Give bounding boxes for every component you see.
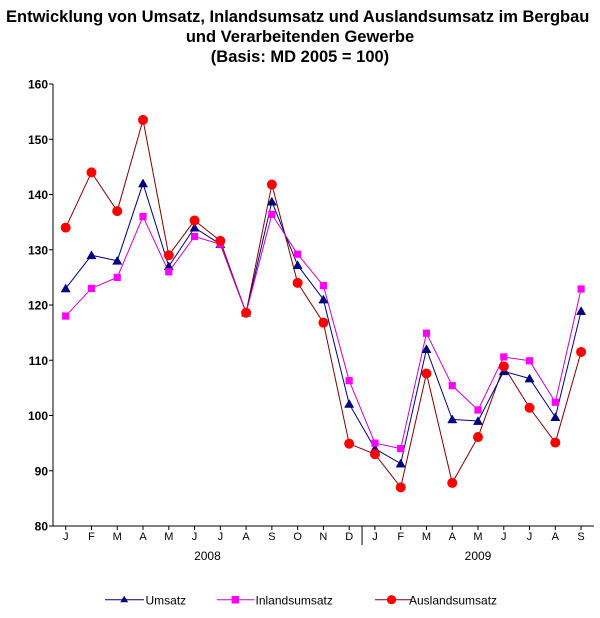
svg-text:J: J [192,531,198,543]
svg-text:M: M [473,531,482,543]
svg-text:O: O [293,531,302,543]
svg-text:130: 130 [28,243,48,257]
svg-text:und Verarbeitenden Gewerbe: und Verarbeitenden Gewerbe [186,28,414,46]
svg-text:Umsatz: Umsatz [146,594,187,608]
svg-text:140: 140 [28,188,48,202]
svg-text:Inlandsumsatz: Inlandsumsatz [256,594,333,608]
svg-text:M: M [113,531,122,543]
svg-text:D: D [345,531,353,543]
svg-text:M: M [164,531,173,543]
svg-text:A: A [139,531,147,543]
svg-text:M: M [422,531,431,543]
svg-text:110: 110 [29,354,49,368]
svg-text:(Basis: MD 2005 = 100): (Basis: MD 2005 = 100) [211,48,389,66]
svg-text:J: J [501,531,507,543]
svg-text:S: S [577,531,584,543]
svg-text:J: J [218,531,224,543]
svg-text:A: A [242,531,250,543]
svg-text:2008: 2008 [194,549,221,563]
svg-text:J: J [372,531,378,543]
svg-text:120: 120 [28,299,48,313]
svg-text:F: F [88,531,95,543]
svg-text:A: A [449,531,457,543]
svg-text:J: J [63,531,69,543]
svg-text:Entwicklung von Umsatz, Inland: Entwicklung von Umsatz, Inlandsumsatz un… [6,8,589,26]
svg-text:F: F [397,531,404,543]
svg-text:2009: 2009 [465,549,492,563]
svg-text:Auslandsumsatz: Auslandsumsatz [409,594,497,608]
svg-text:J: J [527,531,533,543]
svg-text:150: 150 [28,133,48,147]
svg-text:100: 100 [28,409,48,423]
svg-text:160: 160 [28,78,48,92]
svg-text:A: A [552,531,560,543]
svg-text:90: 90 [35,464,49,478]
svg-text:S: S [268,531,275,543]
svg-text:80: 80 [35,520,49,534]
svg-text:N: N [319,531,327,543]
